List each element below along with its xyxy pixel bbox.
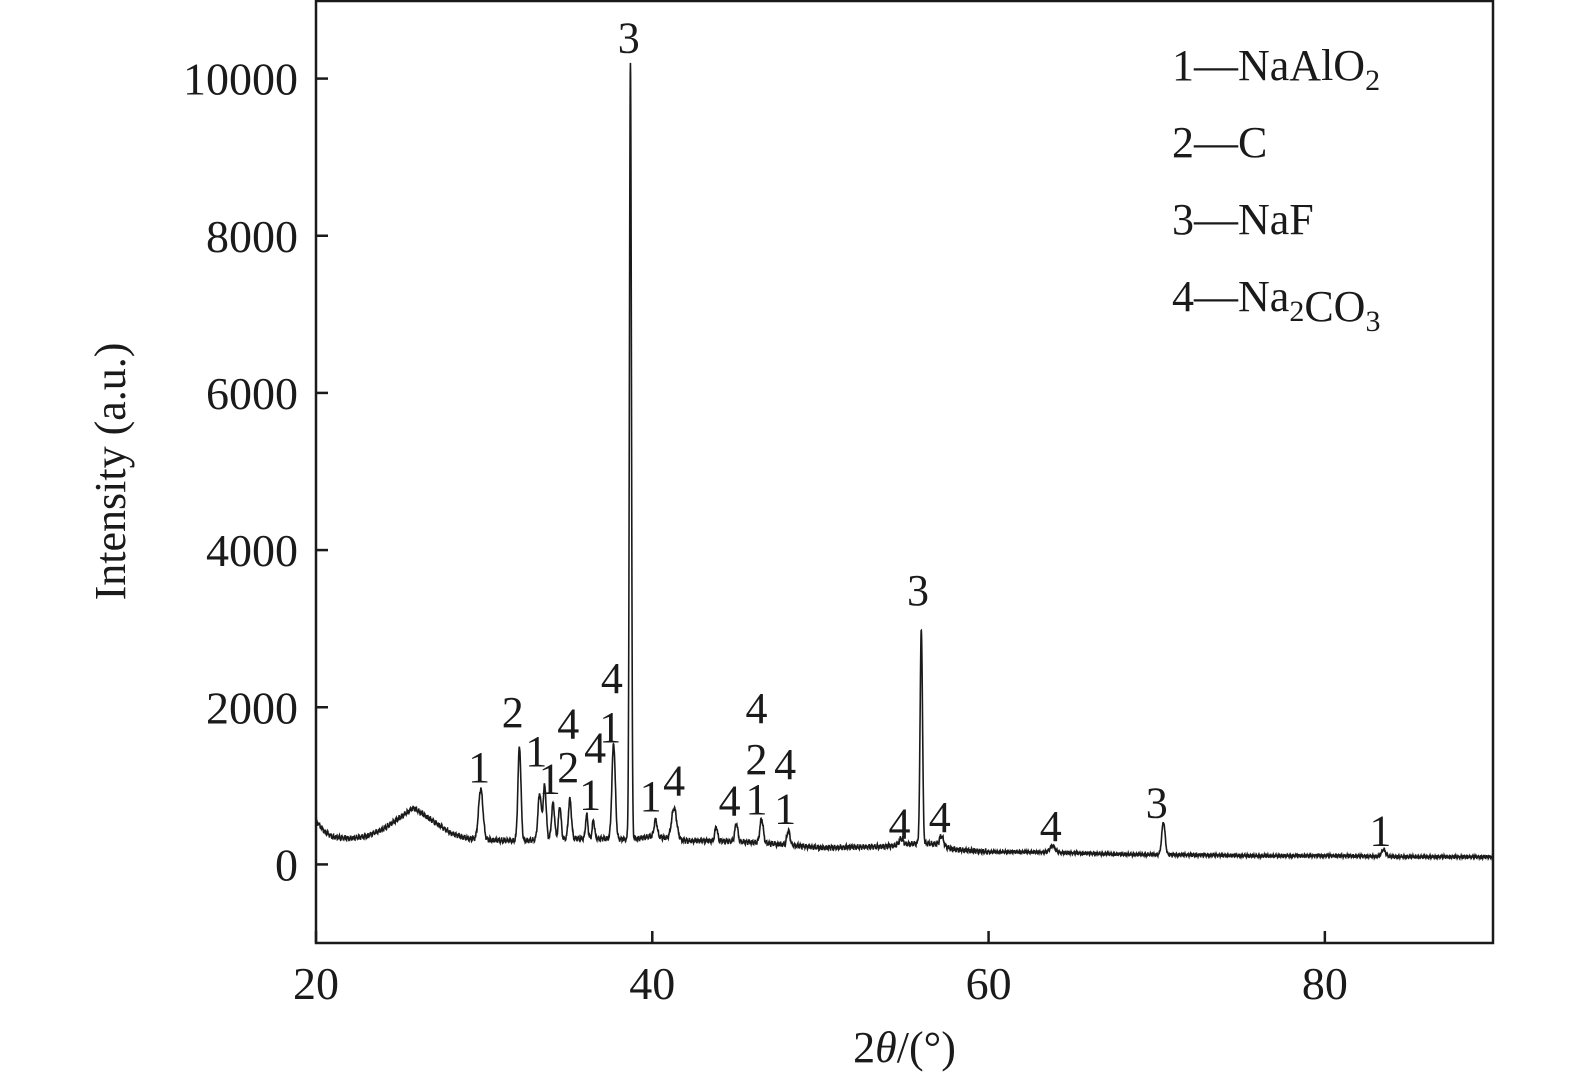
x-tick-label: 20 (293, 958, 339, 1009)
x-axis-title: 2θ/(°) (853, 1023, 956, 1072)
peak-label: 4 (929, 793, 951, 842)
curve-layer (316, 62, 1493, 862)
x-axis-ticks: 20 40 60 80 (293, 931, 1348, 1009)
legend-entry: 1—NaAlO2 (1172, 41, 1380, 97)
peak-label: 1 (1369, 807, 1391, 856)
peak-label: 3 (618, 14, 640, 63)
peak-label: 4 (1040, 802, 1062, 851)
peak-label: 3 (907, 566, 929, 615)
y-tick-label: 4000 (206, 525, 298, 576)
peak-label: 1 (525, 727, 547, 776)
x-tick-label: 40 (629, 958, 675, 1009)
peak-label: 1 (640, 772, 662, 821)
peak-label: 4 (888, 799, 910, 848)
peak-label: 4 (719, 777, 741, 826)
peak-label: 4 (584, 723, 606, 772)
y-axis-title: Intensity (a.u.) (86, 343, 135, 601)
x-tick-label: 60 (966, 958, 1012, 1009)
peak-label: 1 (774, 785, 796, 834)
y-tick-label: 10000 (183, 54, 298, 105)
legend-entry: 4—Na2CO3 (1172, 272, 1380, 338)
peak-label: 1 (746, 775, 768, 824)
y-tick-label: 0 (275, 839, 298, 890)
legend: 1—NaAlO2 2—C 3—NaF 4—Na2CO3 (1172, 41, 1380, 338)
peak-label: 4 (557, 700, 579, 749)
peak-label: 4 (746, 684, 768, 733)
peak-label: 4 (663, 756, 685, 805)
xrd-pattern-line (316, 62, 1493, 862)
legend-entry: 2—C (1172, 118, 1267, 167)
peak-label: 1 (468, 743, 490, 792)
peak-label: 2 (557, 743, 579, 792)
peak-label: 4 (774, 740, 796, 789)
legend-entry: 3—NaF (1172, 195, 1314, 244)
y-axis-ticks: 0 2000 4000 6000 8000 10000 (183, 54, 328, 890)
peak-label: 1 (599, 703, 621, 752)
y-tick-label: 6000 (206, 368, 298, 419)
peak-label: 4 (601, 654, 623, 703)
peak-label: 1 (579, 770, 601, 819)
peak-label: 3 (1146, 778, 1168, 827)
peak-label: 1 (539, 755, 561, 804)
peak-label: 2 (746, 735, 768, 784)
plot-frame (314, 0, 1495, 945)
x-tick-label: 80 (1302, 958, 1348, 1009)
y-tick-label: 8000 (206, 211, 298, 262)
peak-label: 2 (502, 688, 524, 737)
y-tick-label: 2000 (206, 682, 298, 733)
